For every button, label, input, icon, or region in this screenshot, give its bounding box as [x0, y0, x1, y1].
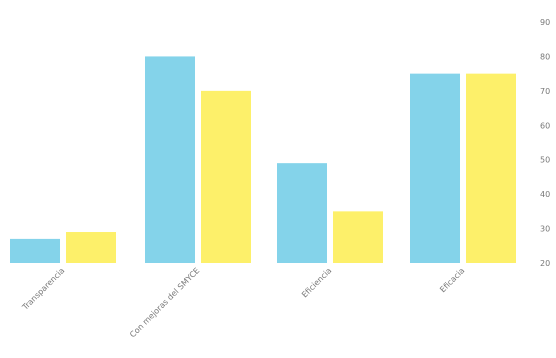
- bar-1-series-1: [201, 90, 251, 263]
- y-tick-label: 40: [540, 190, 550, 199]
- bar-1-series-0: [145, 56, 195, 263]
- x-tick-label: Transparencia: [20, 266, 67, 313]
- x-axis-ticks: Transparencia Con mejoras del SMYCE Eficie…: [20, 266, 467, 339]
- bar-0-series-0: [10, 238, 60, 263]
- bar-2-series-0: [277, 163, 327, 263]
- x-tick-label: Eficiencia: [300, 266, 333, 299]
- y-axis-ticks: 20 30 40 50 60 70 80 90: [540, 18, 550, 268]
- y-tick-label: 90: [540, 18, 550, 27]
- x-tick-label: Con mejoras del SMYCE: [128, 266, 201, 339]
- bar-2-series-1: [333, 211, 383, 263]
- y-tick-label: 30: [540, 225, 550, 234]
- y-tick-label: 50: [540, 156, 550, 165]
- y-tick-label: 60: [540, 121, 550, 130]
- x-tick-label: Eficacia: [438, 266, 466, 294]
- bar-0-series-1: [66, 232, 116, 263]
- bars-group: [10, 56, 516, 264]
- y-tick-label: 80: [540, 52, 550, 61]
- bar-3-series-0: [410, 73, 460, 264]
- y-tick-label: 70: [540, 87, 550, 96]
- bar-3-series-1: [466, 73, 516, 264]
- y-tick-label: 20: [540, 259, 550, 268]
